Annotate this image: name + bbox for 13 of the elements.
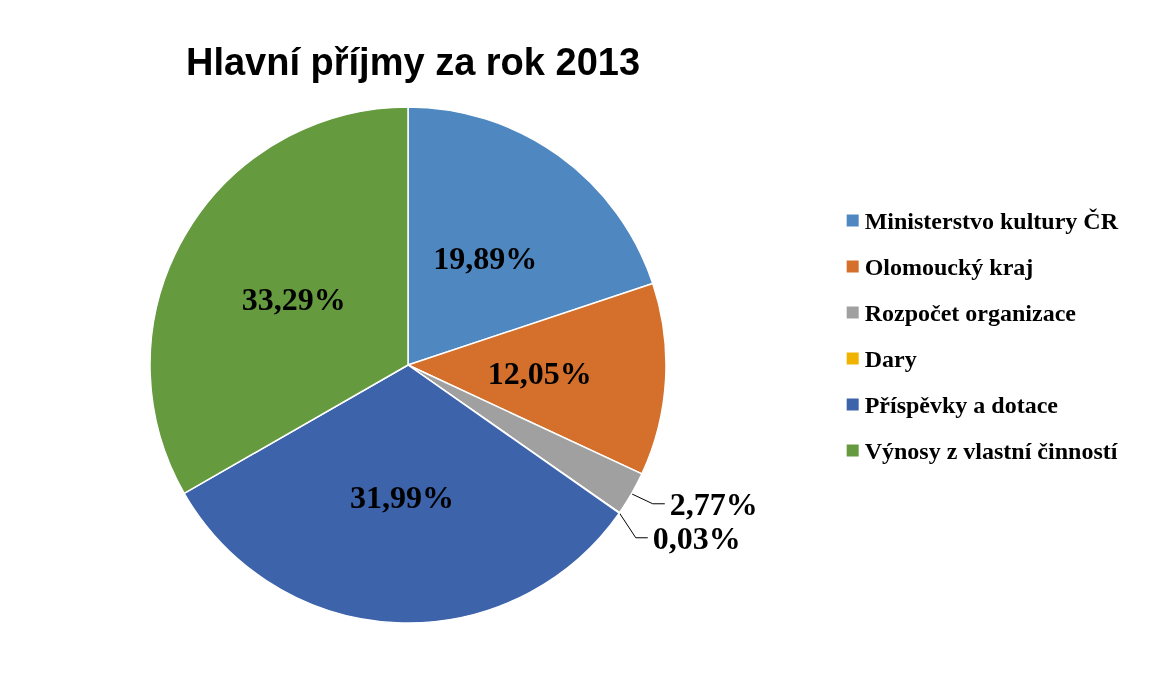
legend-label: Výnosy z vlastní činností — [864, 437, 1118, 464]
data-label: 31,99% — [349, 478, 454, 515]
legend-label: Příspěvky a dotace — [864, 391, 1059, 418]
data-label: 2,77% — [669, 485, 758, 522]
chart-title: Hlavní příjmy za rok 2013 — [185, 41, 641, 83]
legend-label: Rozpočet organizace — [864, 299, 1077, 326]
legend-label: Ministerstvo kultury ČR — [864, 207, 1119, 234]
data-label: 0,03% — [652, 519, 741, 556]
legend-label: Olomoucký kraj — [864, 253, 1034, 280]
data-label: 19,89% — [433, 239, 538, 276]
data-label: 12,05% — [487, 354, 592, 391]
data-label: 33,29% — [241, 280, 346, 317]
legend-label: Dary — [864, 345, 917, 372]
